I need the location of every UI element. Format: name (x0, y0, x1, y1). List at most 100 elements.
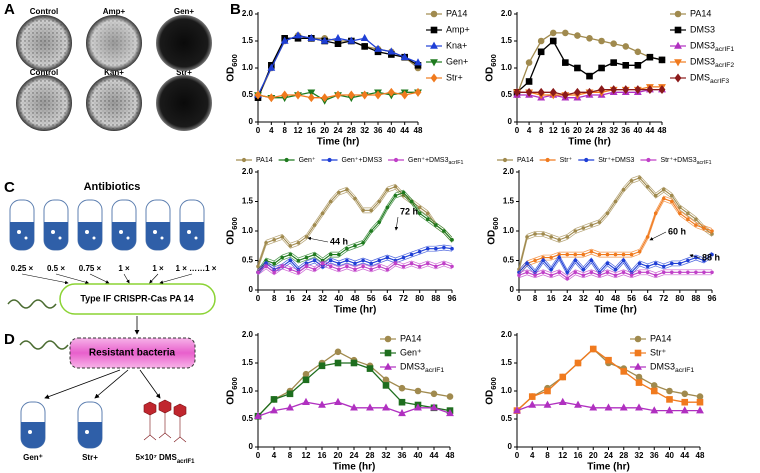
x-tick-label: 44 (400, 126, 409, 135)
diagram: Antibiotics Type IF CRISPR-Cas PA 14 Res… (7, 181, 217, 465)
x-tick-label: 16 (574, 451, 583, 460)
y-tick-label: 2.0 (501, 330, 513, 339)
marker (361, 208, 365, 213)
marker (581, 267, 586, 272)
y-axis-label: OD600 (485, 377, 499, 405)
marker (613, 252, 618, 257)
legend-marker (430, 73, 438, 83)
output-label: Str+ (82, 453, 98, 462)
marker (621, 258, 626, 263)
marker (710, 252, 714, 257)
marker (334, 40, 342, 48)
resistant-box (69, 337, 196, 369)
chart: 00.51.01.52.00 4 8 12 16 20 24 28 32 36 40 44 48Time… (485, 330, 705, 473)
legend-marker (584, 157, 589, 163)
dna-icon (7, 299, 57, 309)
annotation-arrow (649, 231, 667, 241)
marker (549, 273, 553, 278)
marker (686, 211, 690, 216)
x-tick-label: 20 (589, 451, 598, 460)
marker (302, 397, 310, 405)
marker (661, 187, 666, 192)
legend-label: Gen+ (446, 56, 468, 66)
x-tick-label: 28 (597, 126, 606, 135)
marker (377, 220, 382, 224)
marker (635, 373, 643, 381)
capsule-liquid (44, 222, 68, 250)
marker (337, 252, 341, 257)
capsule-liquid (112, 222, 136, 250)
marker (694, 217, 698, 221)
bubble (187, 230, 191, 234)
series-line-replicate (257, 249, 453, 276)
marker (619, 403, 628, 411)
marker (294, 90, 302, 100)
series-line-replicate (257, 265, 453, 276)
plate-texture (88, 17, 140, 69)
marker (635, 403, 643, 411)
marker (661, 196, 666, 201)
marker (645, 184, 650, 189)
marker (678, 261, 682, 266)
marker (589, 345, 597, 353)
legend-label: PA14 (256, 157, 273, 164)
legend-marker (430, 10, 438, 18)
marker (361, 241, 365, 245)
marker (658, 85, 666, 95)
marker (385, 255, 390, 260)
legend-label: DMS3acrIF2 (690, 56, 734, 69)
marker (565, 252, 570, 257)
marker (254, 90, 262, 100)
marker (528, 400, 537, 408)
marker (347, 36, 356, 44)
x-tick-label: 48 (696, 451, 705, 460)
marker (361, 258, 365, 263)
marker (345, 264, 349, 269)
marker (409, 261, 414, 266)
marker (686, 217, 690, 221)
marker (686, 258, 690, 263)
x-tick-label: 16 (318, 451, 327, 460)
y-tick-label: 1.0 (242, 386, 254, 395)
marker (400, 52, 409, 60)
series-line-replicate (518, 174, 713, 267)
x-tick-label: 32 (609, 126, 618, 135)
marker (369, 229, 373, 233)
bubble (119, 230, 123, 234)
x-tick-label: 88 (691, 294, 700, 303)
annotation: 60 h (668, 226, 686, 236)
marker (434, 223, 438, 227)
marker (574, 359, 582, 367)
legend-label: Str⁺ (650, 347, 667, 357)
y-tick-label: 0.5 (242, 414, 254, 423)
y-tick-label: 1.5 (503, 197, 515, 206)
marker (328, 252, 333, 257)
series-line-replicate (518, 251, 713, 271)
marker (549, 87, 557, 97)
x-tick-label: 0 (517, 294, 522, 303)
marker (613, 199, 618, 204)
legend-label: Str+ (446, 72, 463, 82)
marker (650, 406, 659, 414)
marker (613, 273, 618, 278)
legend-marker (384, 349, 392, 357)
marker (345, 258, 349, 263)
marker (581, 273, 586, 278)
marker (442, 261, 446, 266)
marker (517, 273, 521, 278)
series-line-replicate (518, 200, 713, 276)
x-axis-label: Time (hr) (594, 305, 637, 316)
x-tick-label: 40 (387, 126, 396, 135)
bubble (24, 236, 28, 240)
marker (559, 373, 567, 381)
y-tick-label: 2.0 (242, 330, 254, 339)
marker (665, 406, 674, 414)
x-tick-label: 24 (350, 451, 359, 460)
marker (312, 267, 317, 272)
marker (696, 406, 704, 414)
marker (270, 406, 278, 414)
marker (549, 29, 557, 37)
annotation: 88 h (702, 252, 720, 262)
marker (621, 252, 626, 257)
legend: PA14 Gen⁺ Gen⁺+DMS3 Gen⁺+DMS3acrIF1 (236, 157, 463, 166)
